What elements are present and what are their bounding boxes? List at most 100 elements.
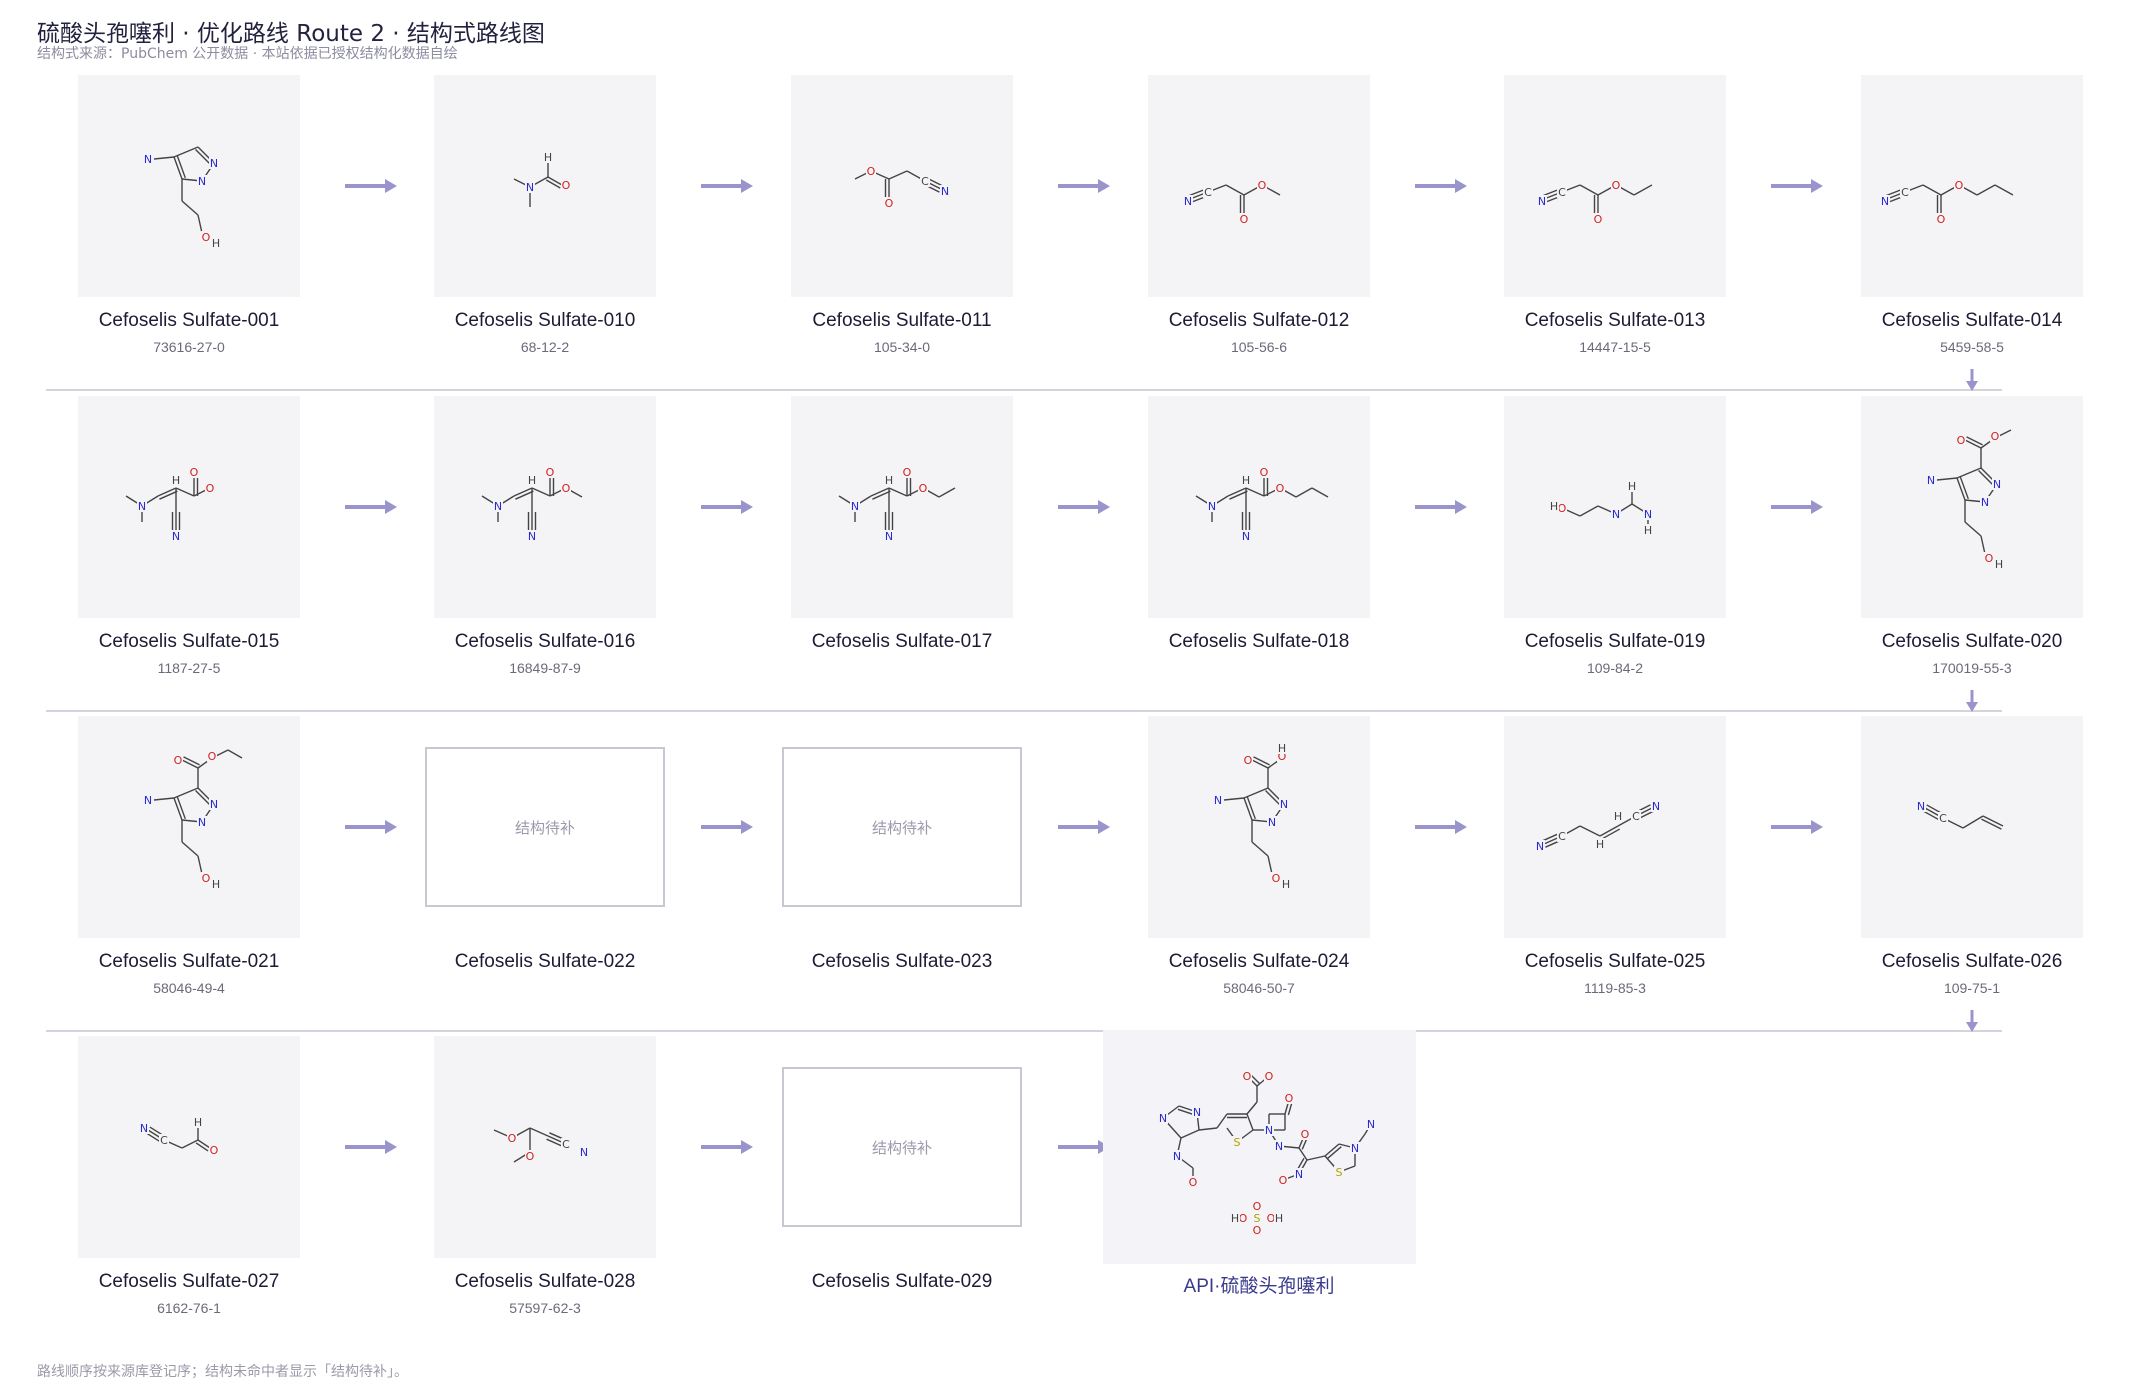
row-connector-line bbox=[46, 389, 2002, 391]
svg-text:N: N bbox=[1193, 1106, 1201, 1119]
molecule-drawing: OO CN bbox=[493, 1127, 589, 1163]
molecule-drawing: N OO N H bbox=[838, 466, 956, 543]
svg-text:O: O bbox=[508, 1132, 517, 1145]
structure-tile: N O H bbox=[434, 75, 656, 297]
svg-text:O: O bbox=[1957, 434, 1966, 447]
step-arrow bbox=[701, 498, 753, 516]
svg-text:N: N bbox=[144, 794, 152, 807]
intermediate-name-label: Cefoselis Sulfate-021 bbox=[98, 951, 280, 972]
intermediate-name-label: Cefoselis Sulfate-015 bbox=[98, 631, 280, 652]
svg-text:O: O bbox=[202, 872, 211, 885]
svg-text:O: O bbox=[1253, 1200, 1262, 1213]
step-arrow bbox=[1415, 177, 1467, 195]
cas-number-label: 170019-55-3 bbox=[1932, 660, 2012, 676]
step-arrow bbox=[1058, 818, 1110, 836]
svg-text:H: H bbox=[1275, 1212, 1283, 1225]
step-arrow bbox=[701, 177, 753, 195]
row-down-arrow bbox=[1964, 369, 1980, 391]
structure-placeholder: 结构待补 bbox=[425, 747, 665, 907]
svg-text:O: O bbox=[546, 466, 555, 479]
cas-number-label: 14447-15-5 bbox=[1579, 339, 1651, 355]
cas-number-label: 58046-49-4 bbox=[153, 980, 225, 996]
intermediate-name-label: Cefoselis Sulfate-012 bbox=[1168, 310, 1350, 331]
cas-number-label: 105-34-0 bbox=[873, 339, 931, 355]
svg-text:O: O bbox=[206, 482, 215, 495]
svg-text:N: N bbox=[526, 181, 534, 194]
svg-text:O: O bbox=[903, 466, 912, 479]
svg-text:O: O bbox=[885, 197, 894, 210]
svg-text:O: O bbox=[1260, 466, 1269, 479]
svg-text:N: N bbox=[1644, 508, 1652, 521]
structure-placeholder: 结构待补 bbox=[782, 1067, 1022, 1227]
svg-text:O: O bbox=[562, 179, 571, 192]
svg-text:H: H bbox=[1242, 474, 1250, 487]
row-connector-line bbox=[46, 710, 2002, 712]
svg-text:O: O bbox=[1279, 1174, 1288, 1187]
svg-text:N: N bbox=[1295, 1168, 1303, 1181]
intermediate-name-label: Cefoselis Sulfate-014 bbox=[1881, 310, 2063, 331]
svg-text:N: N bbox=[1275, 1140, 1283, 1153]
cas-number-label: 5459-58-5 bbox=[1940, 339, 2004, 355]
step-arrow bbox=[345, 818, 397, 836]
svg-text:N: N bbox=[1208, 500, 1216, 513]
row-down-arrow bbox=[1964, 1010, 1980, 1032]
footer-note: 路线顺序按来源库登记序；结构未命中者显示「结构待补」。 bbox=[37, 1364, 408, 1380]
svg-text:O: O bbox=[562, 482, 571, 495]
svg-text:O: O bbox=[210, 1144, 219, 1157]
svg-text:N: N bbox=[1652, 800, 1660, 813]
svg-text:C: C bbox=[562, 1138, 570, 1151]
svg-text:C: C bbox=[1558, 830, 1566, 843]
svg-text:N: N bbox=[140, 1122, 148, 1135]
svg-text:H: H bbox=[544, 151, 552, 164]
svg-text:O: O bbox=[1258, 179, 1267, 192]
svg-text:N: N bbox=[1367, 1118, 1375, 1131]
svg-text:N: N bbox=[198, 816, 206, 829]
intermediate-name-label: Cefoselis Sulfate-023 bbox=[811, 951, 993, 972]
svg-text:H: H bbox=[885, 474, 893, 487]
cas-number-label: 109-84-2 bbox=[1586, 660, 1644, 676]
svg-text:O: O bbox=[1558, 502, 1567, 515]
svg-text:H: H bbox=[194, 1116, 202, 1129]
svg-text:N: N bbox=[172, 530, 180, 543]
svg-text:O: O bbox=[1253, 1224, 1262, 1237]
svg-text:H: H bbox=[1995, 558, 2003, 571]
svg-text:O: O bbox=[1594, 213, 1603, 226]
svg-text:O: O bbox=[1985, 552, 1994, 565]
svg-text:N: N bbox=[210, 798, 218, 811]
step-arrow bbox=[1058, 177, 1110, 195]
svg-text:O: O bbox=[1240, 213, 1249, 226]
svg-text:H: H bbox=[1282, 878, 1290, 891]
svg-text:O: O bbox=[1272, 872, 1281, 885]
step-arrow bbox=[1771, 818, 1823, 836]
svg-text:H: H bbox=[1278, 742, 1286, 755]
svg-text:N: N bbox=[885, 530, 893, 543]
svg-text:N: N bbox=[144, 153, 152, 166]
svg-text:O: O bbox=[1278, 750, 1287, 763]
svg-text:H: H bbox=[172, 474, 180, 487]
svg-text:N: N bbox=[210, 157, 218, 170]
svg-text:O: O bbox=[174, 754, 183, 767]
molecule-drawing: NC bbox=[1916, 800, 2004, 830]
intermediate-name-label: Cefoselis Sulfate-001 bbox=[98, 310, 280, 331]
intermediate-name-label: Cefoselis Sulfate-011 bbox=[812, 310, 992, 331]
svg-text:N: N bbox=[528, 530, 536, 543]
svg-text:N: N bbox=[1917, 800, 1925, 813]
svg-text:O: O bbox=[202, 231, 211, 244]
page-subtitle: 结构式来源：PubChem 公开数据 · 本站依据已授权结构化数据自绘 bbox=[37, 46, 458, 62]
svg-text:O: O bbox=[1243, 1070, 1252, 1083]
svg-text:O: O bbox=[919, 482, 928, 495]
svg-text:O: O bbox=[190, 466, 199, 479]
svg-text:O: O bbox=[1189, 1176, 1198, 1189]
cas-number-label: 1119-85-3 bbox=[1584, 980, 1646, 996]
cas-number-label: 105-56-6 bbox=[1230, 339, 1288, 355]
svg-text:O: O bbox=[1265, 1070, 1274, 1083]
step-arrow bbox=[1771, 177, 1823, 195]
